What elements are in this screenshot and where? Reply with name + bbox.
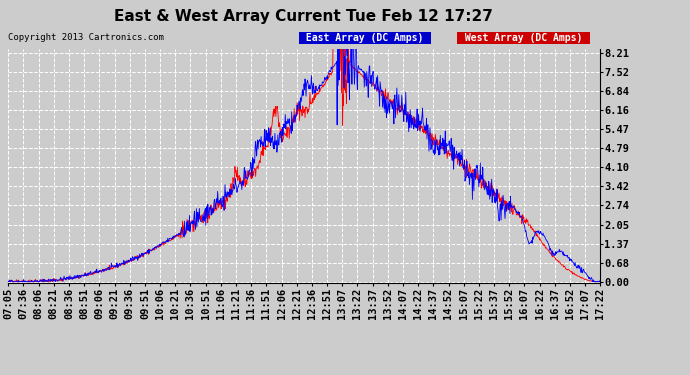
Text: West Array (DC Amps): West Array (DC Amps) [459,33,588,43]
Text: Copyright 2013 Cartronics.com: Copyright 2013 Cartronics.com [8,33,164,42]
Text: East & West Array Current Tue Feb 12 17:27: East & West Array Current Tue Feb 12 17:… [114,9,493,24]
Text: East Array (DC Amps): East Array (DC Amps) [300,33,429,43]
